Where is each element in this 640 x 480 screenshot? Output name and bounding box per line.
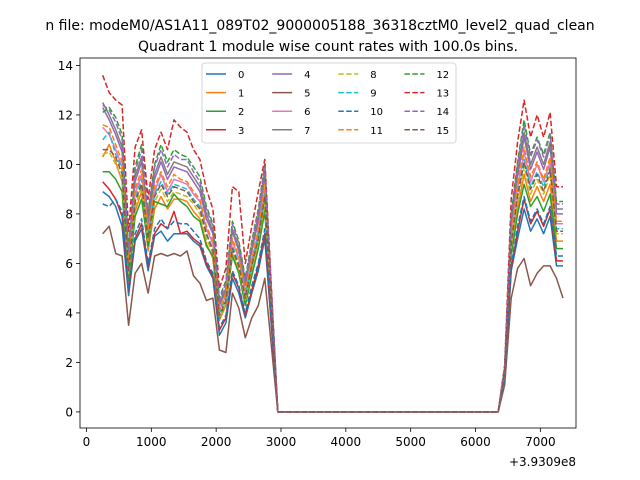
x-tick-label: 7000: [525, 435, 556, 449]
legend-label-6: 6: [304, 107, 310, 118]
y-tick-label: 4: [65, 306, 73, 320]
legend-label-5: 5: [304, 89, 310, 100]
legend-label-14: 14: [436, 107, 449, 118]
y-tick-label: 12: [58, 108, 73, 122]
series-line-12: [102, 106, 563, 413]
series-line-15: [102, 148, 563, 413]
series-line-9: [102, 131, 563, 413]
x-tick-label: 1000: [136, 435, 167, 449]
axes-frame: [79, 57, 577, 429]
y-tick-label: 14: [58, 59, 73, 73]
series-line-11: [102, 124, 563, 413]
legend-label-12: 12: [436, 70, 449, 81]
series-line-3: [102, 181, 563, 413]
y-axis: 0 2 4 6 8 10 12 14: [58, 59, 80, 419]
legend-label-13: 13: [436, 89, 449, 100]
chart-title: Quadrant 1 module wise count rates with …: [138, 39, 518, 55]
legend-label-9: 9: [370, 89, 376, 100]
series-line-10: [102, 195, 563, 413]
series-line-5: [102, 225, 564, 413]
y-tick-label: 8: [65, 207, 73, 221]
x-tick-label: 3000: [266, 435, 297, 449]
x-tick-label: 5000: [395, 435, 426, 449]
legend-label-10: 10: [370, 107, 383, 118]
legend-label-8: 8: [370, 70, 376, 81]
x-tick-label: 2000: [201, 435, 232, 449]
legend-label-0: 0: [238, 70, 244, 81]
x-tick-label: 0: [83, 435, 91, 449]
x-tick-label: 4000: [331, 435, 362, 449]
legend-label-11: 11: [370, 126, 383, 137]
y-tick-label: 10: [58, 158, 73, 172]
series-line-0: [102, 191, 563, 413]
legend-frame: [201, 62, 457, 144]
x-axis-offset-label: +3.9309e8: [509, 455, 576, 469]
series-line-2: [102, 171, 563, 413]
y-tick-label: 2: [65, 356, 73, 370]
figure-suptitle: n file: modeM0/AS1A11_089T02_9000005188_…: [45, 18, 594, 34]
y-tick-label: 6: [65, 257, 73, 271]
legend-label-1: 1: [238, 89, 244, 100]
legend-label-2: 2: [238, 107, 244, 118]
legend-label-15: 15: [436, 126, 449, 137]
series-line-14: [102, 104, 563, 413]
legend-label-3: 3: [238, 126, 244, 137]
series-line-7: [102, 102, 563, 413]
series-line-13: [101, 75, 563, 413]
plot-area: [101, 75, 564, 413]
y-tick-label: 0: [65, 405, 73, 419]
x-axis: 0 1000 2000 3000 4000 5000 6000 7000: [83, 428, 556, 449]
legend-label-4: 4: [304, 70, 310, 81]
legend-label-7: 7: [304, 126, 310, 137]
x-tick-label: 6000: [460, 435, 491, 449]
